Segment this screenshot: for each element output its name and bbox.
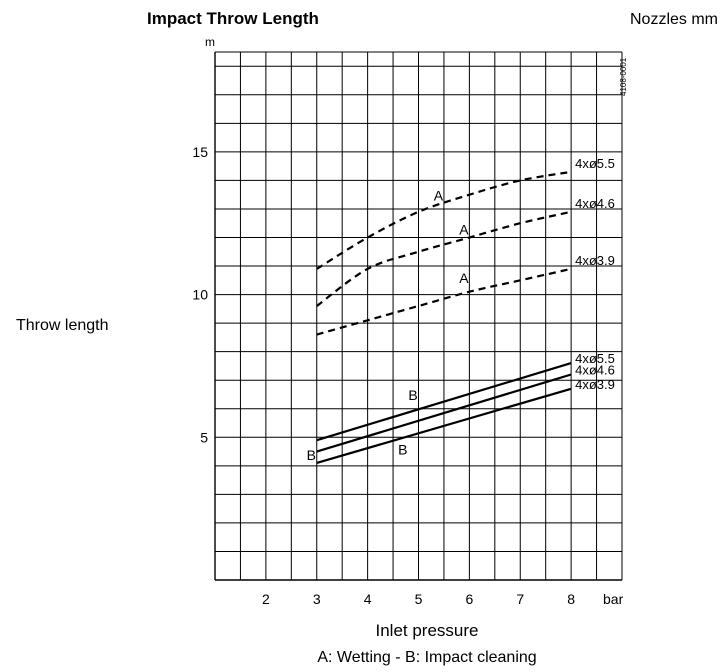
annotation-b: B xyxy=(408,387,417,403)
y-tick-label: 15 xyxy=(192,144,208,160)
x-tick-label: 5 xyxy=(415,591,423,607)
series-line-b xyxy=(316,387,572,465)
annotation-a: A xyxy=(434,187,444,203)
series-label: 4xø4.6 xyxy=(575,363,615,378)
x-unit-label: bar xyxy=(603,591,624,607)
x-tick-label: 7 xyxy=(516,591,524,607)
series-label: 4xø5.5 xyxy=(575,156,615,171)
figure-code: 4108-0001 xyxy=(619,57,628,96)
x-tick-label: 6 xyxy=(465,591,473,607)
x-tick-label: 4 xyxy=(364,591,372,607)
series-line-a xyxy=(316,267,572,336)
series-line-b xyxy=(316,362,572,442)
chart-title: Impact Throw Length xyxy=(147,9,319,28)
series-label: 4xø3.9 xyxy=(575,377,615,392)
caption: A: Wetting - B: Impact cleaning xyxy=(317,649,536,666)
y-unit-label: m xyxy=(205,35,215,49)
y-axis-title: Throw length xyxy=(16,317,109,334)
x-tick-label: 2 xyxy=(262,591,270,607)
annotation-a: A xyxy=(459,270,469,286)
annotation-b: B xyxy=(307,447,316,463)
annotation-a: A xyxy=(459,222,469,238)
annotation-b: B xyxy=(398,441,407,457)
x-tick-label: 8 xyxy=(567,591,575,607)
y-tick-label: 5 xyxy=(200,429,208,445)
series-label: 4xø4.6 xyxy=(575,196,615,211)
x-tick-label: 3 xyxy=(313,591,321,607)
y-tick-label: 10 xyxy=(192,287,208,303)
x-axis-title: Inlet pressure xyxy=(376,621,479,640)
series-label: 4xø3.9 xyxy=(575,253,615,268)
series-label: 4xø5.5 xyxy=(575,351,615,366)
legend-title: Nozzles mm xyxy=(630,11,718,28)
series-lines xyxy=(316,170,572,465)
series-line-b xyxy=(316,373,572,453)
series-line-a xyxy=(316,170,572,270)
grid xyxy=(214,51,623,581)
chart-labels: 2 3 4 5 6 7 8510154xø5.54xø4.64xø3.94xø5.54xø4… xyxy=(192,144,614,607)
